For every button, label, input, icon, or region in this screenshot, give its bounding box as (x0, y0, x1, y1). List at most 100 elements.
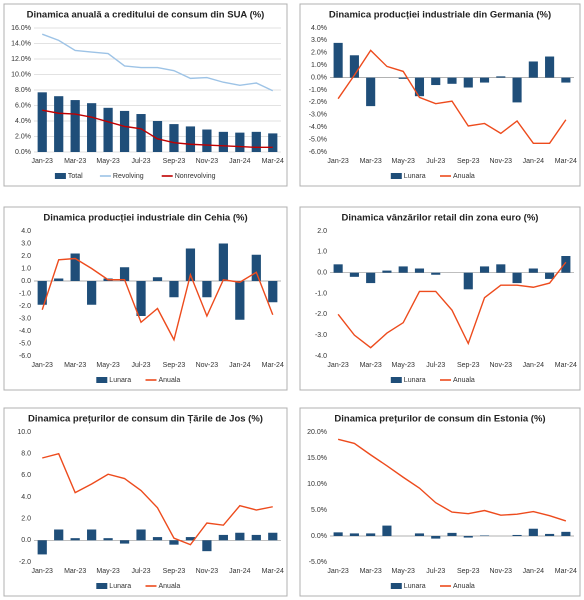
bar (414, 533, 425, 536)
y-tick-label: -6.0 (19, 353, 31, 360)
x-tick-label: May-23 (392, 158, 415, 165)
bar (366, 77, 376, 107)
y-tick-label: 1.0 (317, 249, 327, 256)
bar (37, 540, 47, 555)
bar (268, 133, 278, 152)
y-tick-label: -1.0 (19, 290, 31, 297)
bar (496, 264, 506, 273)
bar (382, 525, 392, 536)
bar (152, 537, 163, 541)
y-tick-label: 20.0% (307, 429, 327, 436)
bar (185, 126, 196, 152)
bar (70, 100, 80, 152)
bar (463, 536, 473, 538)
bar (202, 129, 212, 152)
y-tick-label: 10.0 (17, 429, 31, 436)
bar (447, 77, 457, 84)
bar (202, 281, 212, 298)
y-tick-label: 1.0% (311, 62, 327, 69)
bar (87, 103, 97, 152)
legend-label: Lunara (109, 583, 131, 590)
y-tick-label: -4.0 (19, 328, 31, 335)
bar (202, 540, 212, 552)
panel-border (299, 3, 581, 187)
bar (169, 281, 179, 298)
bar (333, 264, 343, 273)
bar (235, 132, 245, 152)
bar (431, 272, 441, 275)
x-tick-label: Jul-23 (426, 568, 445, 575)
y-tick-label: 4.0 (21, 494, 31, 501)
y-tick-label: 5.0% (311, 507, 327, 514)
bar (479, 77, 490, 83)
y-tick-label: 0.0 (21, 537, 31, 544)
x-tick-label: Jan-23 (32, 568, 54, 575)
x-tick-label: Mar-23 (64, 362, 86, 369)
y-tick-label: 0.0% (311, 74, 327, 81)
x-tick-label: Sep-23 (163, 362, 186, 369)
x-tick-label: Mar-24 (262, 568, 284, 575)
legend-swatch (96, 377, 108, 383)
x-tick-label: Mar-24 (555, 158, 577, 165)
x-tick-label: Mar-24 (555, 568, 577, 575)
legend-swatch (390, 583, 402, 589)
bar (218, 243, 228, 281)
bar (185, 537, 196, 541)
x-tick-label: Jan-23 (32, 158, 54, 165)
x-tick-label: May-23 (392, 362, 415, 369)
bar (349, 533, 359, 536)
x-tick-label: Nov-23 (490, 158, 513, 165)
y-tick-label: -2.0 (19, 303, 31, 310)
y-tick-label: -3.0 (315, 332, 327, 339)
bar (70, 538, 80, 541)
bar (54, 96, 64, 152)
bar (54, 278, 64, 281)
bar (496, 76, 506, 78)
bar (463, 77, 473, 88)
x-tick-label: Jan-24 (523, 568, 545, 575)
chart-title: Dinamica producției industriale din Germ… (329, 10, 551, 21)
x-tick-label: Jan-23 (327, 362, 349, 369)
x-tick-label: Mar-24 (262, 158, 284, 165)
y-tick-label: -4.0% (309, 124, 327, 131)
y-tick-label: -2.0 (315, 311, 327, 318)
bar (561, 531, 571, 536)
x-tick-label: May-23 (96, 362, 119, 369)
y-tick-label: 15.0% (307, 455, 327, 462)
x-tick-label: Jan-24 (523, 158, 545, 165)
legend-swatch (390, 377, 402, 383)
bar (528, 268, 538, 273)
x-tick-label: Mar-23 (360, 362, 382, 369)
bar (169, 124, 179, 152)
x-tick-label: Nov-23 (490, 362, 513, 369)
y-tick-label: -5.0% (309, 559, 327, 566)
legend-label: Anuala (453, 173, 475, 180)
panel-border (3, 407, 288, 597)
y-tick-label: 4.0% (15, 118, 31, 125)
y-tick-label: 14.0% (11, 40, 31, 47)
y-tick-label: 12.0% (11, 56, 31, 63)
chart-panel: Dinamica prețurilor de consum din Estoni… (299, 407, 581, 597)
y-tick-label: -5.0 (19, 340, 31, 347)
bar (512, 534, 522, 536)
bar (512, 272, 522, 284)
x-tick-label: May-23 (96, 158, 119, 165)
x-tick-label: Jan-24 (229, 568, 251, 575)
y-tick-label: 1.0 (21, 265, 31, 272)
y-tick-label: 4.0 (21, 228, 31, 235)
y-tick-label: -3.0% (309, 112, 327, 119)
bar (333, 532, 343, 536)
legend-label: Nonrevolving (175, 173, 216, 180)
y-tick-label: 10.0% (307, 481, 327, 488)
bar (268, 532, 278, 541)
x-tick-label: Nov-23 (196, 568, 219, 575)
x-tick-label: Jan-23 (327, 568, 349, 575)
y-tick-label: 8.0% (15, 87, 31, 94)
bar (235, 532, 245, 541)
chart-panel: Dinamica producției industriale din Germ… (299, 3, 581, 187)
bar (103, 107, 113, 152)
y-tick-label: 0.0% (15, 149, 31, 156)
bar (382, 270, 392, 273)
bar (136, 281, 146, 316)
